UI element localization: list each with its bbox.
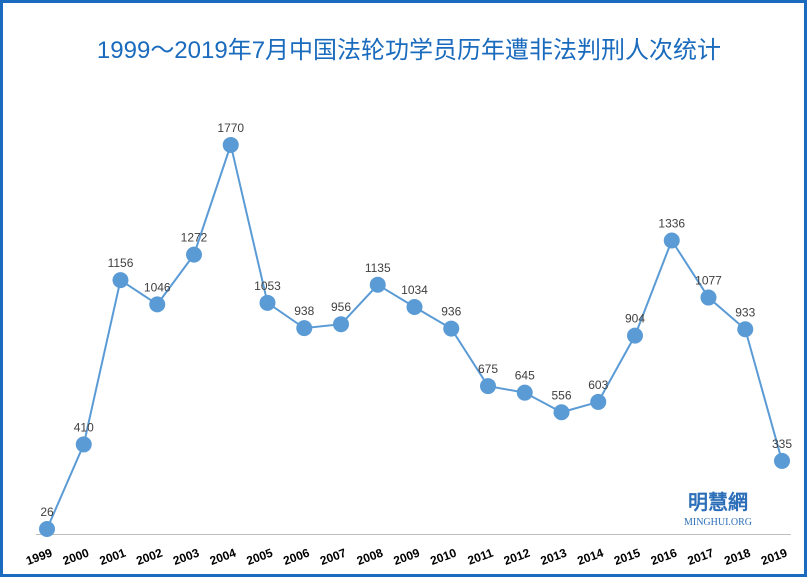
data-label-2006: 938 [294, 304, 314, 318]
x-tick-label-2007: 2007 [318, 546, 348, 568]
data-point-2006 [296, 320, 313, 337]
x-tick-label-2013: 2013 [539, 546, 569, 568]
data-point-2001 [112, 272, 129, 289]
x-tick-label-2017: 2017 [686, 546, 716, 568]
x-tick-label-2019: 2019 [759, 546, 789, 568]
data-label-2004: 1770 [217, 121, 244, 135]
x-tick-label-2000: 2000 [61, 546, 91, 568]
data-point-2004 [222, 136, 239, 153]
data-point-2011 [480, 378, 496, 395]
data-label-2019: 335 [772, 437, 792, 451]
x-tick-label-2009: 2009 [392, 546, 422, 568]
data-point-1999 [39, 520, 55, 537]
data-label-2009: 1034 [401, 283, 428, 297]
x-tick-label-2006: 2006 [281, 546, 311, 568]
data-label-2007: 956 [331, 300, 351, 314]
data-point-2016 [663, 232, 680, 249]
data-point-2012 [516, 384, 533, 401]
data-label-2013: 556 [551, 388, 571, 402]
data-label-2015: 904 [625, 312, 645, 326]
x-tick-label-2004: 2004 [208, 546, 238, 568]
line-chart: 1999～2019年7月中国法轮功学员历年遭非法判刑人次统计 26 1999 410… [24, 37, 792, 568]
data-point-2019 [774, 452, 790, 469]
data-point-2007 [333, 316, 349, 333]
data-point-2017 [700, 289, 717, 306]
data-label-2003: 1272 [181, 231, 208, 245]
x-tick-label-2018: 2018 [722, 546, 752, 568]
x-tick-label-2014: 2014 [575, 546, 605, 568]
watermark-url: MINGHUI.ORG [684, 517, 752, 528]
x-tick-label-2002: 2002 [134, 546, 164, 568]
data-label-2011: 675 [478, 362, 498, 376]
data-point-2018 [737, 321, 754, 338]
data-label-2010: 936 [441, 305, 461, 319]
data-label-2016: 1336 [658, 217, 685, 231]
data-label-2017: 1077 [695, 274, 722, 288]
data-label-2002: 1046 [144, 280, 171, 294]
x-tick-label-2015: 2015 [612, 546, 642, 568]
x-tick-label-2016: 2016 [649, 546, 679, 568]
x-tick-label-2003: 2003 [171, 546, 201, 568]
data-point-2014 [590, 393, 607, 410]
data-label-2008: 1135 [365, 261, 391, 275]
data-label-2005: 1053 [254, 279, 281, 293]
x-tick-label-2005: 2005 [245, 546, 275, 568]
chart-title: 1999～2019年7月中国法轮功学员历年遭非法判刑人次统计 [97, 37, 721, 64]
x-tick-label-2008: 2008 [355, 546, 385, 568]
x-tick-label-1999: 1999 [24, 546, 54, 568]
data-point-2009 [406, 299, 423, 316]
data-label-2012: 645 [515, 369, 535, 383]
data-point-2000 [75, 436, 92, 453]
data-point-2013 [553, 404, 570, 421]
x-tick-label-2010: 2010 [428, 546, 458, 568]
data-point-2015 [627, 327, 643, 344]
x-tick-label-2011: 2011 [466, 546, 496, 568]
data-label-2000: 410 [74, 420, 94, 434]
series-line [46, 141, 783, 530]
data-point-2010 [443, 320, 460, 337]
data-label-1999: 26 [40, 505, 54, 519]
data-label-2001: 1156 [108, 256, 134, 270]
data-label-2018: 933 [735, 305, 755, 319]
x-tick-label-2001: 2001 [98, 546, 128, 568]
data-point-2005 [259, 294, 276, 311]
x-tick-label-2012: 2012 [502, 546, 532, 568]
data-label-2014: 603 [588, 378, 608, 392]
data-point-2008 [369, 276, 386, 293]
data-point-2002 [149, 296, 166, 313]
data-point-2003 [186, 246, 202, 263]
watermark-logo: 明慧網 [688, 490, 748, 514]
